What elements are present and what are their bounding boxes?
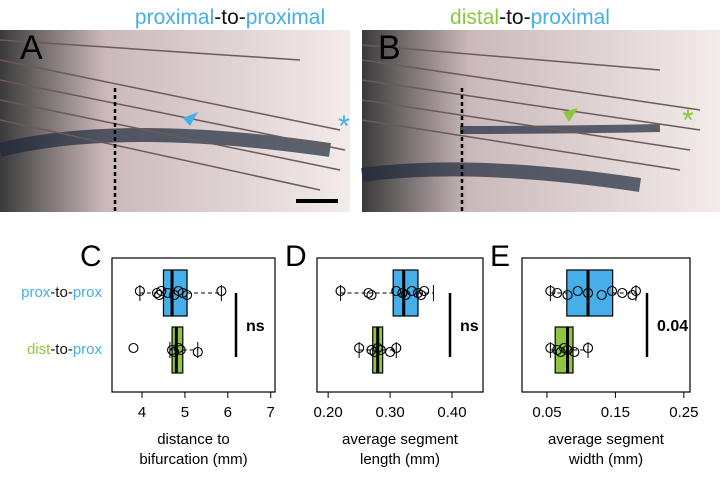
- x-tick-label: 0.20: [314, 404, 343, 421]
- x-axis-label: bifurcation (mm): [139, 451, 247, 468]
- photo-b: *: [361, 30, 720, 212]
- x-tick-label: 0.05: [532, 404, 561, 421]
- data-point: [545, 285, 556, 297]
- title-part: distal: [450, 6, 499, 29]
- panel-label: B: [378, 29, 401, 67]
- box: [566, 269, 614, 317]
- title-part: proximal: [246, 6, 325, 29]
- x-axis-label: length (mm): [360, 451, 440, 468]
- category-label: dist-to-prox: [27, 341, 103, 358]
- plot-frame: [521, 257, 691, 393]
- category-part: prox: [73, 341, 103, 358]
- x-axis-label: width (mm): [568, 451, 643, 468]
- data-point: [216, 285, 227, 297]
- data-point: [545, 342, 556, 354]
- data-point: [375, 344, 386, 356]
- photo-a: *: [0, 30, 350, 212]
- data-point: [562, 344, 573, 356]
- data-point: [354, 342, 365, 354]
- x-axis-label: average segment: [342, 431, 459, 448]
- data-point: [366, 289, 377, 301]
- category-part: prox: [73, 284, 103, 301]
- panel-label: C: [80, 240, 102, 273]
- data-point: [182, 289, 193, 301]
- category-part: prox: [21, 284, 51, 301]
- panel-label: E: [490, 240, 510, 273]
- data-point: [162, 287, 173, 299]
- data-point: [552, 287, 563, 299]
- data-point: [582, 342, 594, 354]
- data-point: [397, 287, 408, 299]
- data-point: [630, 285, 641, 297]
- data-point: [128, 342, 139, 354]
- data-point: [363, 287, 374, 299]
- data-point: [572, 285, 583, 297]
- x-tick-label: 4: [138, 404, 146, 421]
- x-axis-label: distance to: [157, 431, 230, 448]
- photo-title: distal-to-proximal: [450, 6, 610, 29]
- data-point: [419, 285, 430, 297]
- panel-label: A: [20, 29, 43, 67]
- title-part: -to-: [214, 6, 246, 29]
- title-part: proximal: [135, 6, 214, 29]
- panel-label: D: [285, 240, 307, 273]
- data-point: [569, 346, 580, 358]
- data-point: [335, 285, 346, 297]
- significance-label: ns: [246, 318, 265, 335]
- svg-text:*: *: [682, 104, 694, 137]
- data-point: [175, 344, 186, 356]
- x-tick-label: 0.40: [437, 404, 466, 421]
- data-point: [606, 285, 618, 297]
- data-point: [391, 285, 402, 297]
- photo-title: proximal-to-proximal: [135, 6, 325, 29]
- x-axis-label: average segment: [548, 431, 665, 448]
- x-tick-label: 0.15: [601, 404, 630, 421]
- plot-frame: [111, 257, 276, 393]
- box: [392, 269, 419, 317]
- data-point: [372, 342, 383, 354]
- data-point: [617, 287, 628, 299]
- title-part: proximal: [531, 6, 610, 29]
- data-point: [406, 285, 417, 297]
- x-tick-label: 0.30: [375, 404, 404, 421]
- data-point: [582, 287, 594, 299]
- category-part: -to-: [50, 341, 73, 358]
- data-point: [156, 285, 167, 297]
- significance-label: 0.04: [657, 318, 688, 335]
- data-point: [192, 346, 203, 358]
- x-tick-label: 7: [267, 404, 275, 421]
- svg-text:*: *: [338, 110, 350, 143]
- data-point: [562, 289, 573, 301]
- data-point: [134, 285, 145, 297]
- significance-label: ns: [460, 318, 479, 335]
- data-point: [412, 287, 424, 299]
- data-point: [173, 342, 184, 354]
- x-tick-label: 5: [181, 404, 189, 421]
- plot-frame: [316, 257, 484, 393]
- category-label: prox-to-prox: [21, 284, 102, 301]
- category-part: -to-: [50, 284, 73, 301]
- x-tick-label: 6: [224, 404, 232, 421]
- x-tick-label: 0.25: [669, 404, 698, 421]
- data-point: [596, 289, 607, 301]
- title-part: -to-: [499, 6, 531, 29]
- data-point: [391, 342, 402, 354]
- category-part: dist: [27, 341, 51, 358]
